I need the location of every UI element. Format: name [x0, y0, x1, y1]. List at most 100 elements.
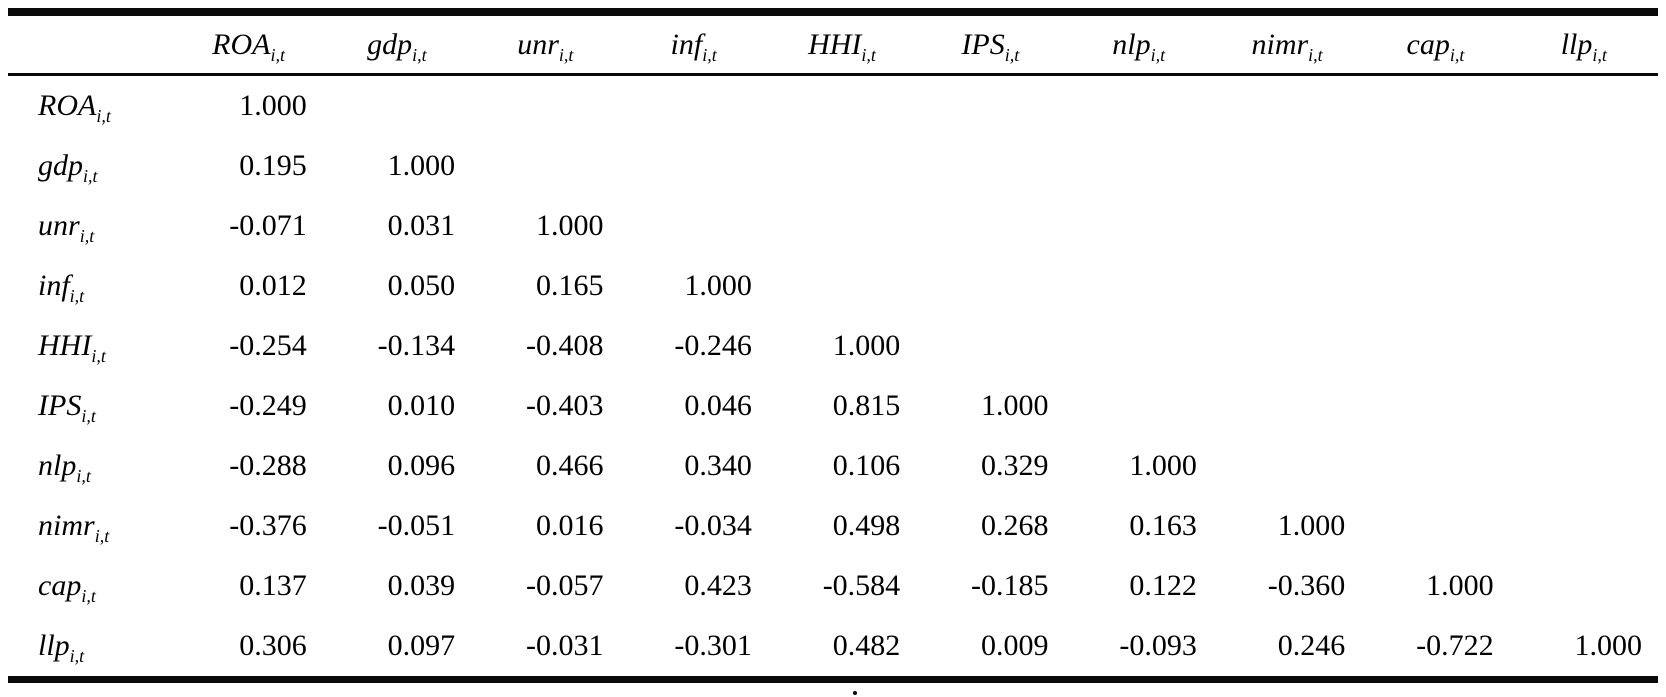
empty-cell	[1065, 75, 1213, 137]
variable-subscript: i,t	[81, 406, 96, 426]
table-row-nlp: nlpi,t -0.288 0.096 0.466 0.340 0.106 0.…	[8, 436, 1658, 496]
variable-subscript: i,t	[96, 106, 111, 126]
empty-cell	[768, 256, 916, 316]
table-row-llp: llpi,t 0.306 0.097 -0.031 -0.301 0.482 0…	[8, 616, 1658, 683]
table-row-inf: infi,t 0.012 0.050 0.165 1.000	[8, 256, 1658, 316]
corr-value-cell: -0.288	[229, 449, 307, 482]
variable-subscript: i,t	[83, 166, 98, 186]
variable-name: nlp	[38, 449, 77, 482]
variable-subscript: i,t	[76, 466, 91, 486]
table-row-unr: unri,t -0.071 0.031 1.000	[8, 196, 1658, 256]
row-label-nlp: nlpi,t	[8, 436, 174, 496]
column-header-inf: infi,t	[619, 12, 768, 76]
variable-name: inf	[38, 269, 70, 302]
corr-value-cell: 1.000	[387, 149, 456, 182]
corr-value-cell: -0.722	[1361, 616, 1510, 683]
corr-value-cell: 0.246	[1212, 616, 1362, 683]
corr-value-cell: -0.057	[525, 569, 604, 602]
variable-name: llp	[1560, 27, 1593, 61]
corr-value-cell: 1.000	[1129, 449, 1197, 482]
empty-cell	[1510, 316, 1658, 376]
table-row-roa: ROAi,t 1.000	[8, 75, 1658, 137]
corr-value-cell: 1.000	[684, 269, 752, 302]
corr-value-cell: -0.034	[674, 509, 752, 542]
variable-name: IPS	[38, 389, 82, 422]
corr-value-cell: 0.815	[832, 389, 901, 422]
corr-value-cell: 1.000	[832, 329, 901, 362]
stray-dot-mark	[853, 691, 857, 695]
row-label-inf: infi,t	[8, 256, 174, 316]
corr-value-cell: 1.000	[1509, 616, 1658, 683]
corr-value-cell: 0.268	[981, 509, 1049, 542]
empty-cell	[768, 75, 916, 137]
corr-value-cell: -0.360	[1267, 569, 1346, 602]
row-label-hhi: HHIi,t	[8, 316, 174, 376]
row-label-cap: capi,t	[8, 556, 174, 616]
empty-cell	[1065, 196, 1213, 256]
corr-value-cell: 0.329	[981, 449, 1049, 482]
empty-cell	[1510, 376, 1658, 436]
table-body: ROAi,t 1.000 gdpi,t 0.195 1.000 unri,t -…	[8, 75, 1658, 683]
corner-cell	[8, 12, 175, 76]
corr-value-cell: 0.009	[916, 616, 1065, 683]
empty-cell	[1510, 556, 1658, 616]
empty-cell	[1361, 196, 1509, 256]
empty-cell	[619, 196, 767, 256]
empty-cell	[1213, 136, 1361, 196]
variable-name: cap	[38, 569, 82, 602]
row-label-ips: IPSi,t	[8, 376, 174, 436]
variable-name: nimr	[38, 509, 95, 542]
table-header-row: ROAi,t gdpi,t unri,t infi,t HHIi,t IPSi,…	[8, 12, 1658, 76]
variable-subscript: i,t	[412, 44, 427, 65]
corr-value-cell: -0.051	[377, 509, 456, 542]
empty-cell	[1510, 436, 1658, 496]
empty-cell	[1213, 376, 1361, 436]
empty-cell	[768, 196, 916, 256]
variable-subscript: i,t	[1449, 44, 1465, 65]
variable-subscript: i,t	[270, 44, 285, 65]
variable-name: cap	[1406, 27, 1450, 61]
column-header-ips: IPSi,t	[916, 12, 1065, 76]
empty-cell	[619, 136, 767, 196]
corr-value-cell: 1.000	[535, 209, 604, 242]
corr-value-cell: -0.134	[377, 329, 456, 362]
variable-name: unr	[517, 27, 559, 61]
variable-subscript: i,t	[1308, 44, 1323, 65]
corr-value-cell: 0.163	[1129, 509, 1197, 542]
variable-subscript: i,t	[558, 44, 574, 65]
corr-value-cell: 0.466	[535, 449, 604, 482]
corr-value-cell: -0.249	[229, 389, 307, 422]
empty-cell	[1510, 136, 1658, 196]
variable-subscript: i,t	[1004, 44, 1020, 65]
empty-cell	[916, 196, 1064, 256]
variable-subscript: i,t	[69, 646, 85, 666]
corr-value-cell: 1.000	[981, 389, 1049, 422]
empty-cell	[916, 75, 1064, 137]
corr-value-cell: -0.031	[471, 616, 620, 683]
empty-cell	[1213, 196, 1361, 256]
empty-cell	[1361, 136, 1509, 196]
corr-value-cell: 0.340	[684, 449, 752, 482]
table-row-ips: IPSi,t -0.249 0.010 -0.403 0.046 0.815 1…	[8, 376, 1658, 436]
table-row-cap: capi,t 0.137 0.039 -0.057 0.423 -0.584 -…	[8, 556, 1658, 616]
corr-value-cell: 0.050	[387, 269, 456, 302]
corr-value-cell: 1.000	[1426, 569, 1494, 602]
header-row: ROAi,t gdpi,t unri,t infi,t HHIi,t IPSi,…	[8, 12, 1658, 76]
corr-value-cell: 0.165	[535, 269, 604, 302]
empty-cell	[1510, 496, 1658, 556]
variable-name: gdp	[38, 149, 83, 182]
empty-cell	[1361, 436, 1509, 496]
table-row-nimr: nimri,t -0.376 -0.051 0.016 -0.034 0.498…	[8, 496, 1658, 556]
empty-cell	[1065, 376, 1213, 436]
empty-cell	[1213, 256, 1361, 316]
variable-subscript: i,t	[79, 226, 95, 246]
corr-value-cell: -0.093	[1064, 616, 1213, 683]
corr-value-cell: 0.010	[387, 389, 456, 422]
empty-cell	[1065, 136, 1213, 196]
empty-cell	[1510, 75, 1658, 137]
corr-value-cell: -0.246	[674, 329, 752, 362]
corr-value-cell: 0.046	[684, 389, 752, 422]
corr-value-cell: -0.584	[822, 569, 901, 602]
corr-value-cell: 0.122	[1129, 569, 1197, 602]
corr-value-cell: 1.000	[1277, 509, 1346, 542]
